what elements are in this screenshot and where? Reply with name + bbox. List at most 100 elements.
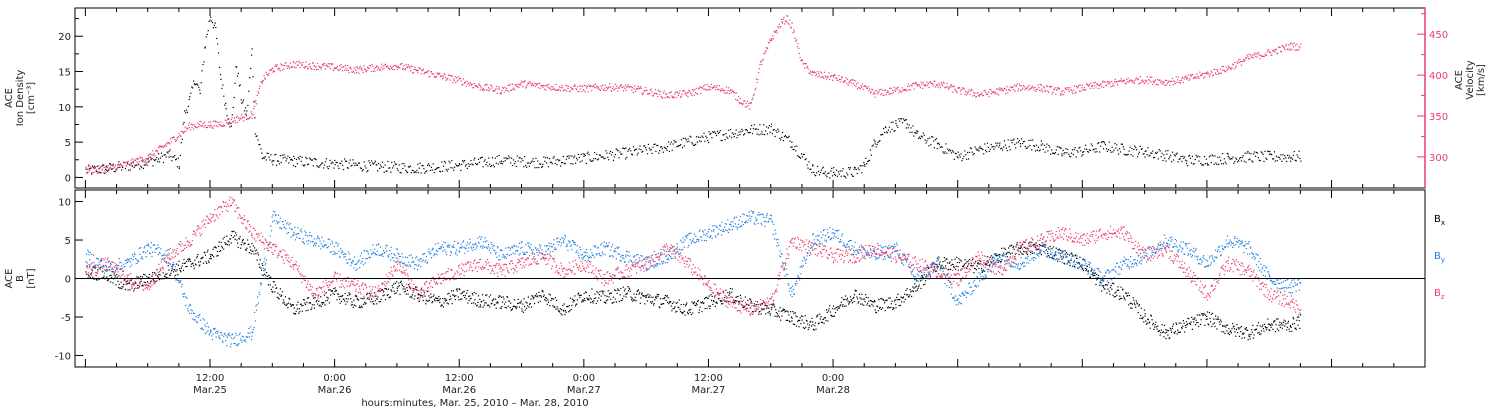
data-point (583, 298, 585, 300)
data-point (616, 149, 618, 151)
data-point (819, 313, 821, 315)
data-point (400, 280, 402, 282)
data-point (853, 294, 855, 296)
data-point (866, 302, 869, 304)
data-point (701, 86, 703, 89)
data-point (1281, 45, 1283, 47)
data-point (600, 156, 602, 158)
data-point (316, 62, 318, 64)
data-point (489, 163, 491, 165)
data-point (385, 170, 387, 172)
data-point (952, 264, 954, 266)
data-point (469, 163, 471, 165)
data-point (320, 164, 322, 166)
data-point (133, 290, 135, 292)
data-point (1212, 155, 1214, 157)
data-point (1079, 263, 1081, 265)
data-point (642, 93, 644, 95)
data-point (1099, 85, 1101, 87)
data-point (355, 294, 357, 296)
data-point (289, 62, 291, 64)
data-point (403, 65, 405, 67)
data-point (809, 70, 812, 72)
data-point (1148, 155, 1150, 157)
data-point (863, 162, 865, 164)
data-point (805, 63, 807, 65)
data-point (241, 102, 243, 104)
data-point (874, 143, 876, 145)
data-point (1136, 77, 1138, 79)
data-point (846, 78, 849, 80)
data-point (973, 272, 975, 274)
data-point (259, 85, 261, 87)
data-point (1036, 149, 1038, 151)
data-point (757, 128, 759, 130)
data-point (330, 163, 332, 165)
data-point (1200, 319, 1202, 321)
data-point (167, 265, 169, 267)
data-point (1253, 334, 1255, 336)
data-point (1171, 151, 1174, 153)
data-point (378, 290, 380, 292)
data-point (562, 155, 565, 158)
data-point (139, 156, 141, 158)
data-point (193, 80, 195, 82)
data-point (683, 303, 685, 306)
data-point (1138, 305, 1140, 307)
data-point (561, 314, 563, 316)
data-point (960, 269, 962, 271)
data-point (347, 294, 349, 297)
data-point (1265, 54, 1267, 57)
data-point (770, 123, 772, 125)
data-point (858, 293, 860, 295)
data-point (304, 67, 306, 69)
data-point (339, 302, 341, 304)
data-point (447, 74, 450, 76)
data-point (980, 260, 982, 262)
data-point (643, 295, 645, 297)
data-point (493, 166, 495, 168)
data-point (1217, 73, 1219, 75)
data-point (1056, 89, 1058, 91)
data-point (204, 121, 206, 123)
data-point (1150, 152, 1152, 154)
data-point (1009, 86, 1011, 88)
data-point (175, 140, 177, 142)
data-point (1019, 143, 1021, 145)
data-point (1131, 80, 1133, 82)
data-point (609, 83, 611, 85)
data-point (210, 16, 212, 18)
data-point (240, 114, 243, 116)
data-point (659, 150, 661, 152)
data-point (712, 300, 714, 302)
data-point (254, 247, 256, 249)
data-point (350, 68, 352, 70)
data-point (114, 275, 117, 277)
data-point (200, 120, 202, 123)
data-point (990, 89, 992, 91)
data-point (738, 302, 740, 304)
data-point (1045, 249, 1047, 251)
data-point (324, 161, 327, 163)
data-point (1185, 321, 1188, 323)
data-point (168, 142, 170, 145)
data-point (771, 38, 773, 40)
data-point (1049, 245, 1051, 248)
data-point (1074, 266, 1076, 268)
data-point (269, 69, 271, 71)
data-point (1072, 255, 1074, 257)
data-point (910, 291, 912, 293)
data-point (1253, 153, 1255, 155)
data-point (695, 136, 698, 138)
data-point (626, 156, 628, 158)
data-point (512, 306, 514, 308)
data-point (1051, 149, 1053, 151)
data-point (643, 89, 645, 92)
data-point (465, 81, 467, 83)
data-point (1191, 155, 1193, 157)
data-point (296, 61, 298, 63)
data-point (973, 152, 975, 155)
data-point (699, 136, 701, 138)
data-point (1046, 143, 1048, 145)
data-point (905, 89, 907, 91)
